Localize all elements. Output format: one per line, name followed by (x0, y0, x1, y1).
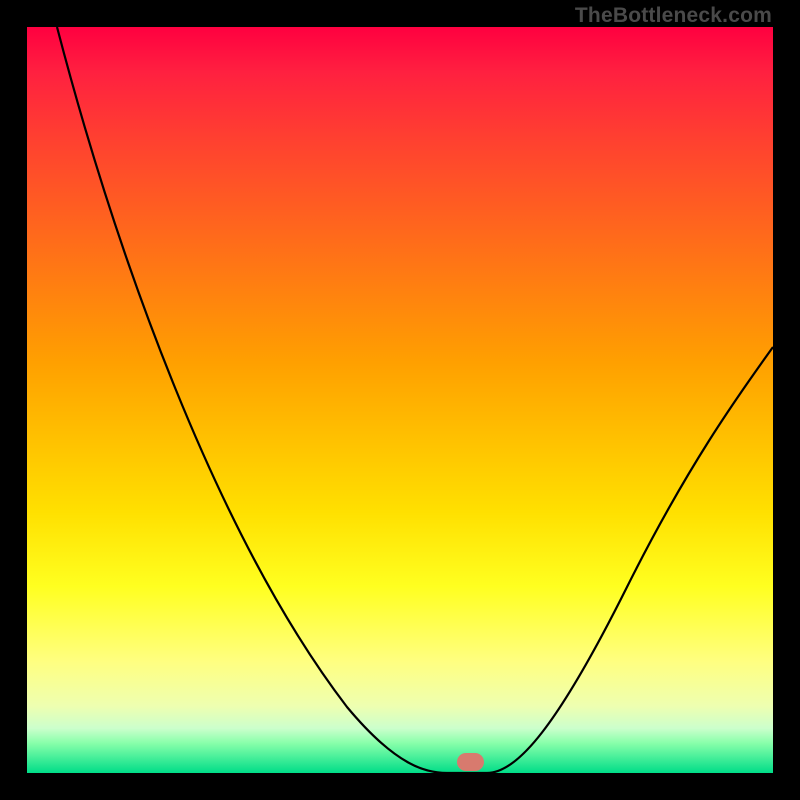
bottleneck-curve (27, 27, 773, 773)
plot-area (27, 27, 773, 773)
attribution-watermark: TheBottleneck.com (575, 4, 772, 28)
chart-frame: TheBottleneck.com (0, 0, 800, 800)
optimal-point-marker (457, 753, 484, 771)
curve-path (57, 27, 773, 773)
